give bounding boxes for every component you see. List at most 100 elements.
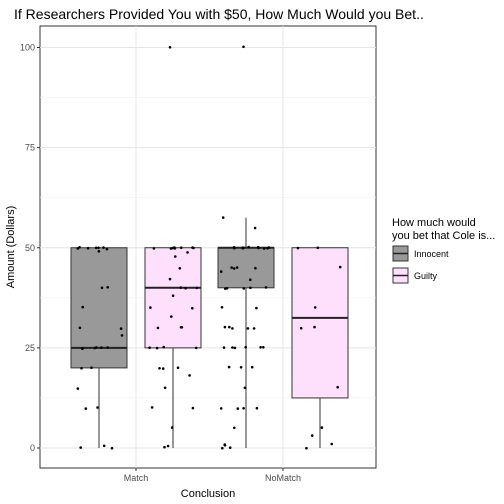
legend-label: Innocent: [414, 249, 449, 259]
data-point: [242, 45, 245, 49]
data-point: [338, 265, 342, 269]
data-point: [170, 315, 173, 318]
data-point: [176, 366, 180, 370]
legend: How much would you bet that Cole is... I…: [392, 217, 495, 284]
data-point: [310, 434, 314, 437]
data-point: [156, 326, 160, 330]
data-point: [233, 346, 237, 350]
data-point: [231, 327, 234, 330]
data-point: [76, 247, 80, 250]
data-point: [100, 286, 104, 290]
data-point: [233, 426, 236, 430]
y-tick-label: 75: [25, 143, 35, 153]
data-point: [255, 306, 258, 310]
plot-panel: [39, 25, 377, 469]
data-point: [148, 346, 151, 350]
data-point: [155, 346, 159, 350]
box-iqr: [70, 247, 128, 369]
data-point: [105, 247, 109, 251]
data-point: [255, 406, 259, 410]
data-point: [253, 226, 257, 230]
data-point: [168, 46, 172, 49]
data-point: [106, 346, 109, 349]
data-point: [178, 267, 182, 270]
data-point: [170, 426, 174, 429]
data-point: [166, 444, 170, 448]
data-point: [254, 266, 257, 270]
legend-item-innocent: Innocent: [392, 245, 449, 262]
legend-item-guilty: Guilty: [392, 267, 438, 284]
data-point: [191, 306, 194, 310]
data-point: [84, 407, 88, 410]
data-point: [223, 444, 227, 447]
legend-title-line1: How much would: [392, 217, 476, 229]
data-point: [194, 346, 198, 350]
data-point: [266, 247, 269, 250]
data-point: [86, 246, 90, 250]
y-tick-label: 50: [25, 243, 35, 253]
y-tick-label: 100: [20, 43, 35, 53]
data-point: [80, 367, 83, 370]
data-point: [102, 444, 106, 448]
data-point: [242, 246, 245, 249]
y-tick-label: 0: [30, 443, 35, 453]
point-layer: [76, 45, 342, 450]
data-point: [106, 286, 109, 289]
data-point: [305, 446, 308, 450]
data-point: [313, 325, 316, 329]
data-point: [76, 387, 80, 390]
data-point: [225, 287, 229, 290]
data-point: [97, 246, 100, 250]
data-point: [96, 406, 99, 409]
data-point: [233, 246, 236, 250]
data-point: [119, 327, 123, 330]
data-point: [168, 277, 172, 281]
data-point: [235, 266, 239, 269]
x-axis-title: Conclusion: [181, 488, 235, 500]
data-point: [79, 446, 82, 449]
box-iqr: [291, 247, 349, 399]
data-point: [264, 286, 268, 289]
data-point: [221, 216, 225, 219]
data-point: [180, 326, 184, 329]
data-point: [313, 306, 317, 309]
box-layer: [70, 217, 349, 448]
data-point: [81, 305, 84, 309]
box-guilty-nomatch: [291, 247, 349, 448]
data-point: [188, 374, 191, 377]
data-point: [242, 287, 246, 290]
data-point: [222, 346, 226, 349]
data-point: [152, 247, 156, 250]
data-point: [81, 347, 84, 351]
x-axis-ticks: Match NoMatch: [124, 468, 301, 483]
box-iqr: [217, 247, 275, 289]
data-point: [228, 325, 231, 329]
data-point: [262, 247, 266, 250]
data-point: [220, 306, 224, 309]
data-point: [169, 247, 173, 250]
data-point: [330, 442, 334, 446]
data-point: [95, 346, 98, 349]
data-point: [219, 407, 223, 410]
data-point: [171, 246, 175, 250]
panel-border: [39, 25, 377, 469]
data-point: [149, 306, 152, 309]
data-point: [162, 345, 165, 349]
data-point: [158, 367, 161, 370]
x-tick-label: Match: [124, 473, 149, 483]
data-point: [252, 327, 256, 330]
data-point: [299, 326, 303, 330]
data-point: [336, 385, 340, 389]
data-point: [236, 407, 240, 410]
y-axis-title: Amount (Dollars): [5, 206, 17, 289]
data-point: [242, 407, 245, 410]
data-point: [100, 346, 103, 349]
data-point: [262, 346, 265, 349]
chart-title: If Researchers Provided You with $50, Ho…: [14, 6, 424, 22]
x-tick-label: NoMatch: [265, 473, 301, 483]
data-point: [223, 325, 227, 329]
data-point: [110, 446, 114, 450]
data-point: [163, 445, 166, 449]
data-point: [259, 346, 262, 349]
